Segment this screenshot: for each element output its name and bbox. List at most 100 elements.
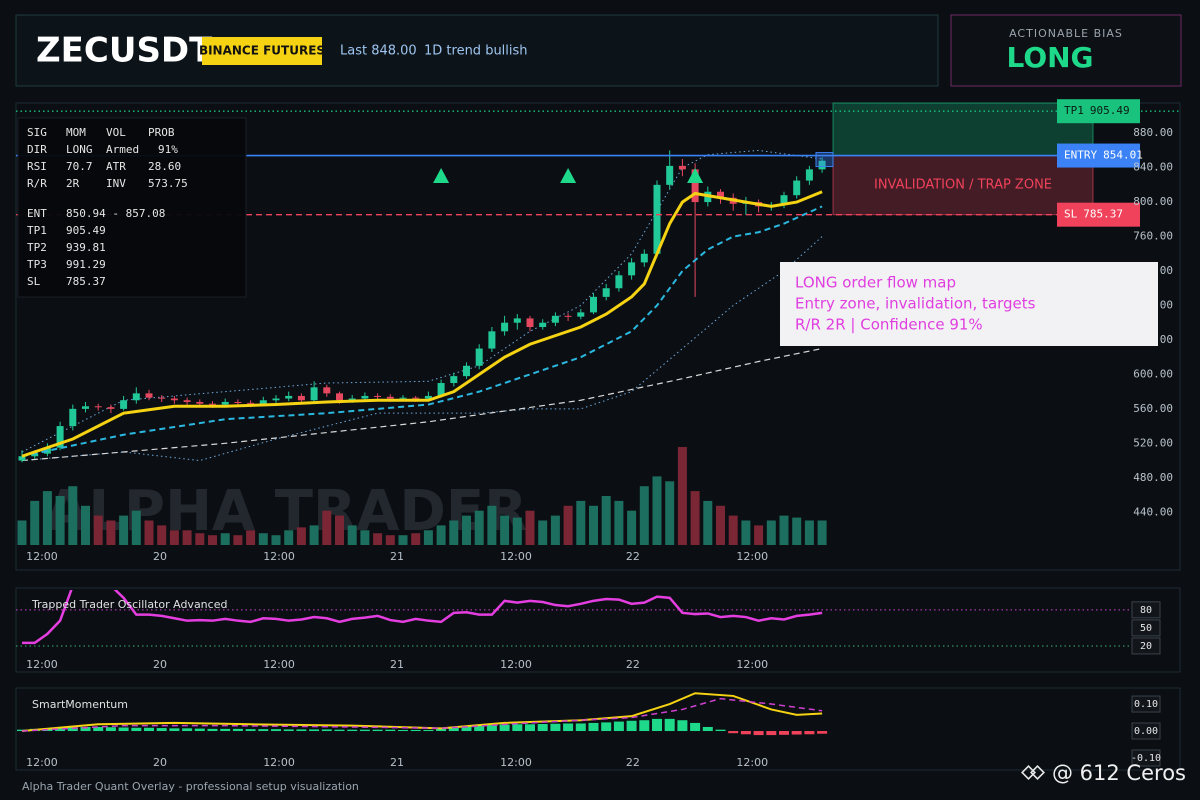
momentum-bar bbox=[131, 727, 142, 732]
candle-body bbox=[818, 160, 826, 170]
candle-body bbox=[526, 318, 534, 328]
candle-body bbox=[43, 447, 51, 454]
candle-body bbox=[120, 400, 128, 409]
momentum-bar bbox=[321, 729, 332, 732]
annotation-line: LONG order flow map bbox=[795, 274, 956, 292]
x-tick-label: 12:00 bbox=[736, 658, 768, 671]
info-cell: 991.29 bbox=[66, 258, 106, 271]
candle-body bbox=[640, 253, 648, 263]
candle-body bbox=[666, 165, 674, 185]
level-name: ENTRY bbox=[1064, 149, 1097, 162]
info-cell: VOL bbox=[106, 126, 126, 139]
momentum-bar bbox=[664, 718, 675, 732]
momentum-bar bbox=[702, 726, 713, 732]
volume-bar bbox=[233, 535, 243, 545]
momentum-bar bbox=[550, 723, 561, 732]
momentum-bar bbox=[499, 724, 510, 732]
candle-body bbox=[717, 191, 724, 198]
annotation-box bbox=[780, 262, 1158, 346]
candle-body bbox=[678, 165, 686, 170]
plot-area bbox=[17, 149, 827, 545]
info-cell: 70.7 bbox=[66, 160, 93, 173]
annotation-line: R/R 2R | Confidence 91% bbox=[795, 316, 983, 334]
volume-bar bbox=[144, 520, 154, 545]
momentum-bar bbox=[359, 729, 370, 732]
info-cell: PROB bbox=[148, 126, 175, 139]
candle-body bbox=[539, 322, 547, 328]
level-name: SL bbox=[1064, 208, 1078, 221]
momentum-bar bbox=[613, 721, 624, 732]
panel-title: Trapped Trader Oscillator Advanced bbox=[31, 598, 227, 611]
candle-body bbox=[412, 397, 420, 399]
info-cell: 573.75 bbox=[148, 177, 188, 190]
info-cell: ENT bbox=[27, 207, 47, 220]
y-tick-label: 0.10 bbox=[1134, 699, 1158, 710]
volume-bar bbox=[55, 496, 65, 545]
volume-bar bbox=[296, 527, 306, 545]
level-tag-text: ENTRY 854.01 bbox=[1064, 149, 1143, 162]
volume-bar bbox=[119, 515, 129, 545]
y-tick-label: 880.00 bbox=[1133, 126, 1173, 139]
volume-bar bbox=[411, 533, 421, 545]
momentum-bar bbox=[639, 720, 650, 732]
y-tick-box bbox=[1131, 722, 1161, 740]
volume-bar bbox=[81, 505, 90, 545]
candle-body bbox=[602, 288, 610, 297]
momentum-bar bbox=[715, 729, 726, 732]
info-cell: 785.37 bbox=[66, 275, 106, 288]
momentum-bar bbox=[436, 728, 447, 732]
momentum-bar bbox=[423, 729, 434, 732]
x-tick-label: 21 bbox=[390, 658, 404, 671]
info-cell: TP1 bbox=[27, 224, 47, 237]
volume-bar bbox=[436, 525, 446, 545]
x-tick-label: 20 bbox=[153, 658, 167, 671]
y-tick-label: 0.00 bbox=[1134, 726, 1158, 737]
volume-bar bbox=[741, 520, 751, 545]
y-tick-box bbox=[1131, 695, 1161, 713]
candle-body bbox=[805, 169, 813, 181]
footer: Alpha Trader Quant Overlay - professiona… bbox=[22, 780, 359, 793]
info-cell: ATR bbox=[106, 160, 126, 173]
candle-body bbox=[158, 397, 166, 399]
x-tick-label: 22 bbox=[626, 550, 640, 563]
info-cell: 28.60 bbox=[148, 160, 181, 173]
y-tick-box bbox=[1131, 601, 1161, 619]
x-tick-label: 22 bbox=[626, 658, 640, 671]
info-cell: MOM bbox=[66, 126, 86, 139]
candle-body bbox=[209, 403, 216, 405]
momentum-bar bbox=[537, 724, 548, 732]
volume-bar bbox=[779, 515, 789, 545]
level-tag bbox=[1057, 143, 1140, 168]
level-value: 854.01 bbox=[1103, 149, 1143, 162]
volume-bar bbox=[246, 530, 256, 545]
signal-marker bbox=[560, 168, 577, 183]
x-tick-label: 21 bbox=[390, 550, 404, 563]
x-tick-label: 12:00 bbox=[500, 550, 532, 563]
candle-body bbox=[374, 395, 382, 397]
momentum-bar bbox=[347, 729, 358, 732]
candle-body bbox=[18, 456, 26, 461]
momentum-bar bbox=[296, 729, 307, 732]
x-tick-label: 20 bbox=[153, 756, 167, 769]
y-tick-label: 80 bbox=[1140, 605, 1152, 616]
volume-bar bbox=[271, 535, 281, 545]
candle-body bbox=[577, 312, 585, 317]
candle-body bbox=[399, 397, 407, 399]
volume-bar bbox=[423, 530, 433, 545]
volume-bar bbox=[804, 520, 814, 545]
y-tick-label: 50 bbox=[1140, 623, 1152, 634]
level-name: TP1 bbox=[1064, 104, 1084, 117]
level-tag-text: TP1 905.49 bbox=[1064, 104, 1130, 117]
info-cell: 2R bbox=[66, 177, 80, 190]
level-tag bbox=[1057, 99, 1140, 124]
volume-bar bbox=[487, 505, 497, 545]
momentum-bar bbox=[563, 723, 574, 732]
candle-body bbox=[234, 401, 242, 403]
y-tick-label: 800.00 bbox=[1133, 195, 1173, 208]
credit: @ 612 Ceros bbox=[1052, 761, 1186, 785]
candle-body bbox=[793, 180, 801, 196]
momentum-bar bbox=[156, 728, 167, 732]
indicator-line bbox=[21, 190, 823, 458]
candle-body bbox=[691, 169, 699, 203]
